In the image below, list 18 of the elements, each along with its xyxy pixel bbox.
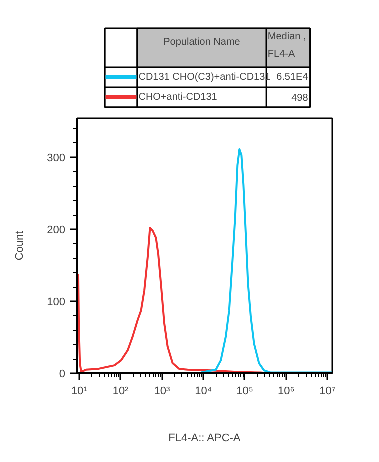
y-tick-label: 200 bbox=[47, 224, 66, 236]
y-tick-label: 300 bbox=[47, 152, 66, 164]
x-axis-title: FL4-A:: APC-A bbox=[168, 432, 242, 444]
text: Median , FL4-A bbox=[268, 32, 306, 60]
x-tick-label: 10⁴ bbox=[195, 386, 212, 398]
legend-label: CHO+anti-CD131 bbox=[138, 92, 218, 103]
x-tick-label: 10⁵ bbox=[236, 386, 254, 398]
x-tick-label: 10⁷ bbox=[320, 386, 336, 398]
y-axis-title: Count bbox=[14, 231, 26, 261]
legend-title: Population Name bbox=[164, 37, 241, 48]
x-tick-label: 10³ bbox=[154, 386, 170, 398]
x-tick-label: 10² bbox=[112, 386, 130, 398]
text: 498 bbox=[292, 93, 309, 104]
text: 6.51E4 bbox=[276, 72, 309, 83]
y-tick-label: 100 bbox=[47, 296, 66, 308]
y-tick-label: 0 bbox=[59, 368, 66, 380]
x-tick-label: 10⁶ bbox=[278, 386, 295, 398]
x-tick-label: 10¹ bbox=[71, 386, 88, 398]
